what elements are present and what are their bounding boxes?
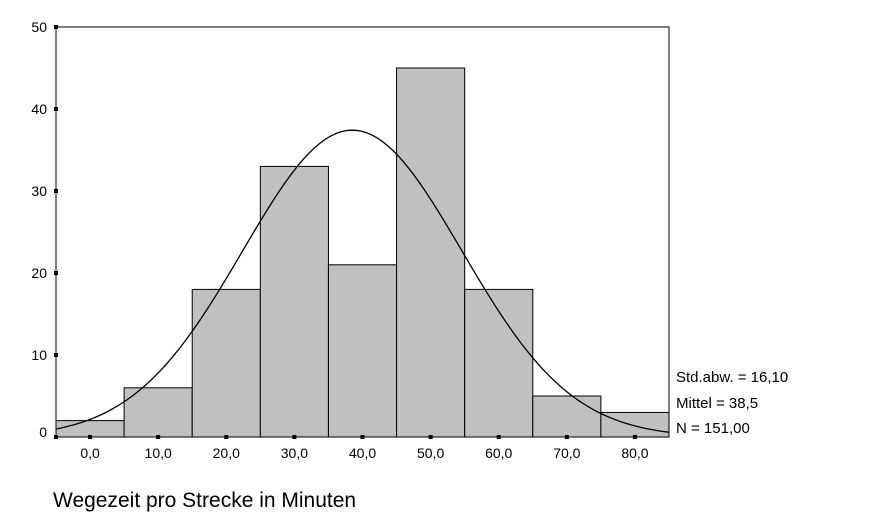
y-tick-mark-4 xyxy=(54,107,58,111)
x-tick-mark-3 xyxy=(292,435,297,439)
y-tick-mark-5 xyxy=(54,25,58,29)
histogram-bar-3 xyxy=(259,165,329,438)
y-tick-mark-2 xyxy=(54,271,58,275)
y-axis-tick-marks xyxy=(54,25,58,439)
x-tick-mark-2 xyxy=(224,435,229,439)
histogram-bar-4 xyxy=(327,264,398,438)
bars-group xyxy=(55,67,670,438)
y-tick-label-1: 10 xyxy=(31,347,47,363)
histogram-bar-6 xyxy=(464,288,534,438)
x-tick-mark-0 xyxy=(88,435,93,439)
y-tick-label-4: 40 xyxy=(31,101,47,117)
x-tick-mark-5 xyxy=(428,435,433,439)
x-tick-mark-6 xyxy=(496,435,501,439)
x-tick-mark-4 xyxy=(360,435,365,439)
y-tick-mark-3 xyxy=(54,189,58,193)
y-tick-label-2: 20 xyxy=(31,265,47,281)
histogram-bar-2 xyxy=(191,288,261,438)
y-tick-mark-1 xyxy=(54,353,58,357)
y-tick-label-0: 0 xyxy=(39,424,47,440)
x-tick-label-4: 40,0 xyxy=(349,445,376,461)
stats-legend: Std.abw. = 16,10 Mittel = 38,5 N = 151,0… xyxy=(676,369,788,437)
x-tick-label-7: 70,0 xyxy=(553,445,580,461)
x-tick-label-0: 0,0 xyxy=(80,445,100,461)
y-axis-tick-labels: 0 10 20 30 40 50 xyxy=(31,19,47,440)
x-axis-title: Wegezeit pro Strecke in Minuten xyxy=(53,489,356,512)
x-tick-label-2: 20,0 xyxy=(213,445,240,461)
y-tick-mark-0 xyxy=(54,435,58,439)
histogram-bar-7 xyxy=(532,395,602,438)
y-tick-label-3: 30 xyxy=(31,183,47,199)
histogram-bar-8 xyxy=(600,411,670,438)
x-tick-label-5: 50,0 xyxy=(417,445,444,461)
x-axis-tick-marks xyxy=(88,435,637,439)
x-axis-tick-labels: 0,0 10,0 20,0 30,0 40,0 50,0 60,0 70,0 80,0 xyxy=(80,445,648,461)
x-tick-mark-8 xyxy=(632,435,637,439)
x-tick-label-6: 60,0 xyxy=(485,445,512,461)
x-tick-label-3: 30,0 xyxy=(281,445,308,461)
x-tick-label-1: 10,0 xyxy=(145,445,172,461)
histogram-bar-0 xyxy=(55,420,125,438)
stats-mean-label: Mittel = 38,5 xyxy=(676,395,758,412)
stats-n-label: N = 151,00 xyxy=(676,420,750,437)
normal-curve-line xyxy=(55,129,670,433)
stats-sd-label: Std.abw. = 16,10 xyxy=(676,369,788,386)
x-tick-mark-7 xyxy=(564,435,569,439)
x-tick-label-8: 80,0 xyxy=(621,445,648,461)
y-tick-label-5: 50 xyxy=(31,19,47,35)
histogram-bar-5 xyxy=(396,67,466,438)
x-tick-mark-1 xyxy=(156,435,161,439)
